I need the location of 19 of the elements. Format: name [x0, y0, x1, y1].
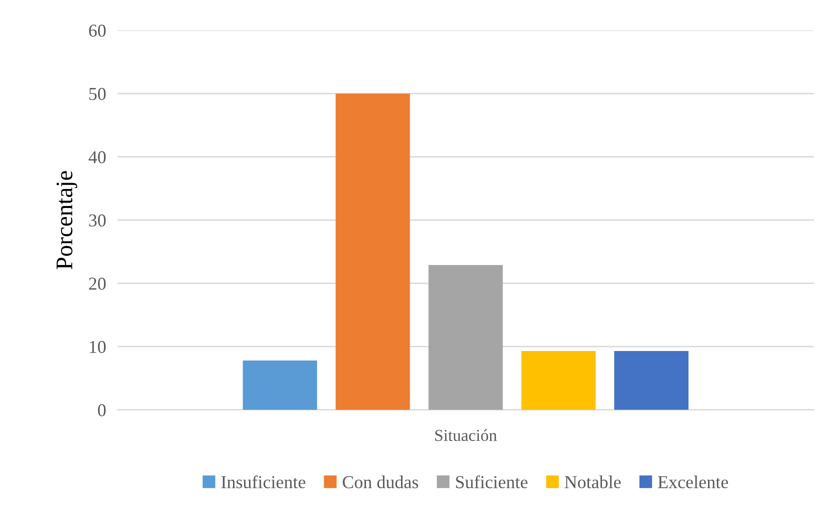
y-tick-label: 50 [89, 88, 106, 100]
legend-label: Excelente [658, 476, 728, 488]
bar [428, 265, 503, 410]
bar [336, 94, 410, 410]
bar [242, 360, 318, 410]
x-tick-label: Situación [435, 429, 497, 442]
y-tick-label: 30 [89, 214, 106, 227]
y-tick-label: 10 [90, 340, 106, 354]
legend-label: Con dudas [342, 476, 418, 488]
y-axis-title: Porcentaje [56, 171, 78, 270]
y-tick-label: 60 [89, 24, 106, 37]
y-tick-label: 20 [89, 278, 106, 290]
legend-label: Notable [564, 476, 621, 488]
legend-label: Suficiente [456, 475, 528, 488]
legend-label: Insuficiente [221, 475, 306, 488]
bar [614, 351, 688, 410]
bar [521, 351, 596, 410]
y-tick-label: 40 [88, 151, 106, 164]
y-tick-label: 0 [98, 404, 106, 416]
